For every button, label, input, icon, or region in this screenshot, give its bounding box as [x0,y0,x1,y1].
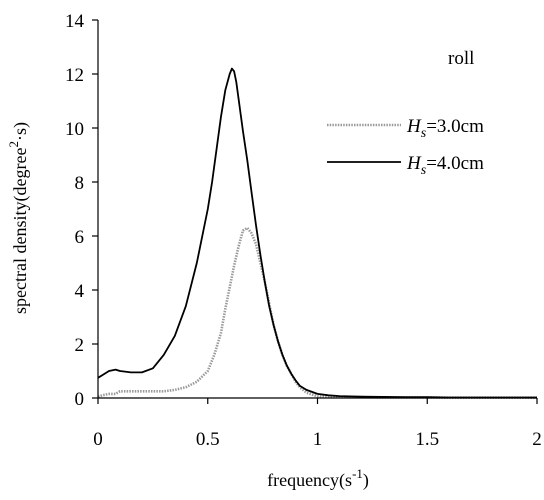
x-axis-title: frequency(s-1) [267,466,369,491]
y-tick-label: 2 [75,335,85,356]
y-tick-label: 4 [75,281,85,302]
y-tick-label: 10 [65,119,84,140]
legend-label-2: Hs=4.0cm [406,153,484,178]
tick-labels: 0 2 4 6 8 10 12 14 0 0.5 1 1.5 2 [65,11,542,450]
y-tick-label: 14 [65,11,85,32]
x-tick-label: 0.5 [196,429,220,450]
series-line-1 [97,226,537,399]
y-tick-label: 8 [75,173,85,194]
x-tick-label: 1 [313,429,323,450]
x-tick-label: 0 [93,429,103,450]
x-tick-label: 2 [532,429,542,450]
plot-lines [97,67,537,399]
legend: Hs=3.0cm Hs=4.0cm [327,116,484,178]
y-axis-title: spectral density(degree2·s) [6,122,31,314]
y-tick-label: 0 [75,389,85,410]
axes [92,19,538,404]
roll-annotation: roll [448,48,474,69]
y-tick-label: 12 [65,65,84,86]
x-tick-label: 1.5 [415,429,439,450]
legend-label-1: Hs=3.0cm [406,116,484,141]
y-tick-label: 6 [75,227,85,248]
series-line-2 [97,67,537,399]
